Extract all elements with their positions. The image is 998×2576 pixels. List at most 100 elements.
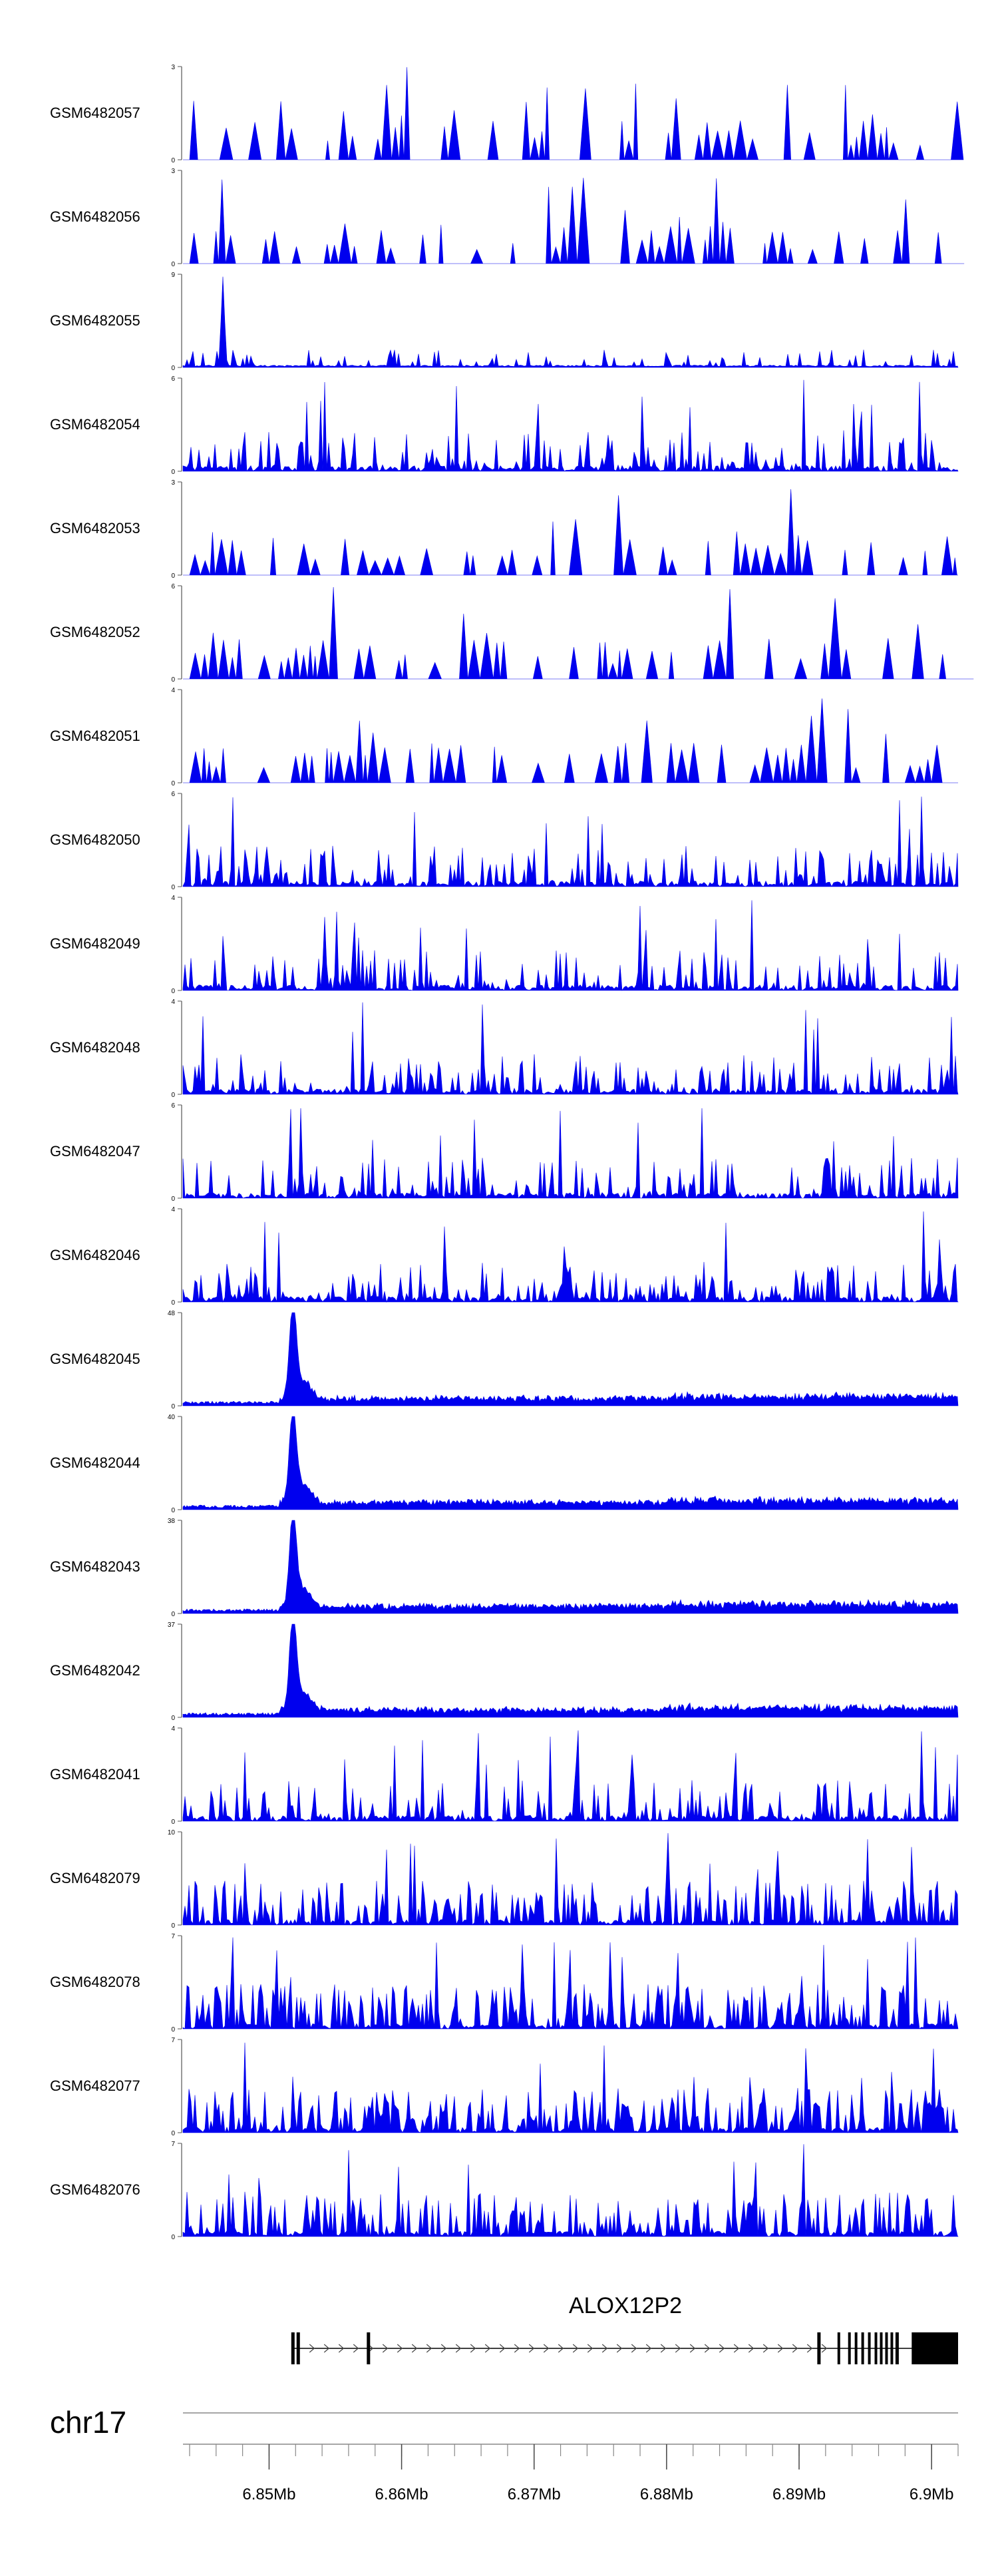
strand-arrow — [353, 2344, 359, 2353]
exon — [874, 2332, 878, 2364]
x-tick-label: 6.87Mb — [508, 2485, 561, 2503]
y-min-label: 0 — [171, 988, 175, 995]
track-label: GSM6482055 — [50, 312, 140, 329]
track-label: GSM6482056 — [50, 208, 140, 225]
track-label: GSM6482046 — [50, 1247, 140, 1263]
exon — [296, 2332, 300, 2364]
track-label: GSM6482042 — [50, 1662, 140, 1679]
track-GSM6482047: GSM6482047 6 0 — [50, 1102, 959, 1203]
track-label: GSM6482041 — [50, 1766, 140, 1783]
strand-arrow — [689, 2344, 696, 2353]
track-GSM6482045: GSM6482045 48 0 — [50, 1310, 959, 1410]
strand-arrow — [338, 2344, 345, 2353]
exon — [291, 2332, 295, 2364]
y-min-label: 0 — [171, 1819, 175, 1826]
y-min-label: 0 — [171, 1403, 175, 1410]
signal-area — [182, 1211, 959, 1303]
track-GSM6482043: GSM6482043 38 0 — [50, 1518, 959, 1618]
track-label: GSM6482054 — [50, 416, 140, 433]
exon — [885, 2332, 888, 2364]
y-max-label: 3 — [171, 64, 175, 71]
gene-track: ALOX12P2 — [291, 2293, 958, 2364]
strand-arrow — [455, 2344, 462, 2353]
signal-area — [182, 1730, 959, 1822]
signal-area — [182, 379, 959, 472]
y-min-label: 0 — [171, 780, 175, 787]
y-max-label: 38 — [168, 1518, 176, 1525]
strand-arrow — [660, 2344, 667, 2353]
y-max-label: 10 — [168, 1829, 176, 1836]
strand-arrow — [792, 2344, 798, 2353]
strand-arrow — [719, 2344, 725, 2353]
exon — [890, 2332, 894, 2364]
signal-area — [182, 796, 959, 887]
track-label: GSM6482053 — [50, 520, 140, 537]
y-max-label: 4 — [171, 998, 175, 1006]
track-GSM6482057: GSM6482057 3 0 — [50, 64, 964, 164]
signal-area — [182, 276, 959, 368]
strand-arrow — [470, 2344, 476, 2353]
strand-arrow — [499, 2344, 506, 2353]
strand-arrow — [382, 2344, 389, 2353]
exon — [837, 2332, 840, 2364]
y-max-label: 3 — [171, 479, 175, 487]
gene-model — [291, 2332, 958, 2364]
signal-area — [182, 1623, 959, 1718]
y-max-label: 4 — [171, 1206, 175, 1213]
track-GSM6482079: GSM6482079 10 0 — [50, 1829, 959, 1930]
y-min-label: 0 — [171, 572, 175, 580]
strand-arrow — [645, 2344, 652, 2353]
track-label: GSM6482051 — [50, 728, 140, 744]
strand-arrow — [616, 2344, 623, 2353]
strand-arrow — [543, 2344, 550, 2353]
strand-arrow — [309, 2344, 315, 2353]
x-tick-label: 6.86Mb — [375, 2485, 428, 2503]
signal-area — [183, 67, 964, 160]
y-max-label: 37 — [168, 1621, 176, 1629]
signal-tracks: GSM648205730GSM648205630GSM648205590GSM6… — [50, 64, 974, 2241]
track-label: GSM6482050 — [50, 831, 140, 848]
strand-arrow — [748, 2344, 754, 2353]
strand-arrow — [675, 2344, 681, 2353]
track-GSM6482041: GSM6482041 4 0 — [50, 1725, 959, 1826]
exon — [880, 2332, 883, 2364]
y-min-label: 0 — [171, 1507, 175, 1514]
y-min-label: 0 — [171, 157, 175, 164]
gene-name: ALOX12P2 — [569, 2293, 682, 2318]
signal-area — [182, 1832, 959, 1926]
strand-arrow — [528, 2344, 535, 2353]
signal-area — [182, 1108, 959, 1199]
y-min-label: 0 — [171, 261, 175, 268]
exon — [817, 2332, 821, 2364]
y-min-label: 0 — [171, 1922, 175, 1930]
strand-arrow — [777, 2344, 784, 2353]
exon — [854, 2332, 858, 2364]
y-min-label: 0 — [171, 365, 175, 372]
strand-arrow — [484, 2344, 491, 2353]
y-max-label: 6 — [171, 583, 175, 590]
track-GSM6482042: GSM6482042 37 0 — [50, 1621, 959, 1722]
track-GSM6482077: GSM6482077 7 0 — [50, 2037, 959, 2137]
track-label: GSM6482044 — [50, 1454, 140, 1471]
signal-area — [183, 586, 974, 680]
exon — [868, 2332, 871, 2364]
y-max-label: 48 — [168, 1310, 176, 1317]
y-max-label: 6 — [171, 375, 175, 383]
axis-ticks: 6.85Mb 6.86Mb 6.87Mb 6.88Mb 6.89Mb 6.9Mb — [183, 2412, 959, 2503]
track-label: GSM6482047 — [50, 1143, 140, 1160]
strand-arrow — [733, 2344, 740, 2353]
signal-area — [183, 178, 965, 264]
y-min-label: 0 — [171, 469, 175, 476]
y-min-label: 0 — [171, 1611, 175, 1618]
strand-arrow — [806, 2344, 813, 2353]
y-max-label: 7 — [171, 1933, 175, 1940]
y-max-label: 6 — [171, 791, 175, 798]
strand-arrow — [440, 2344, 447, 2353]
strand-arrow — [762, 2344, 769, 2353]
signal-area — [182, 2144, 959, 2237]
y-min-label: 0 — [171, 2026, 175, 2034]
strand-arrow — [587, 2344, 593, 2353]
y-min-label: 0 — [171, 884, 175, 891]
signal-area — [183, 698, 958, 784]
y-max-label: 3 — [171, 168, 175, 175]
